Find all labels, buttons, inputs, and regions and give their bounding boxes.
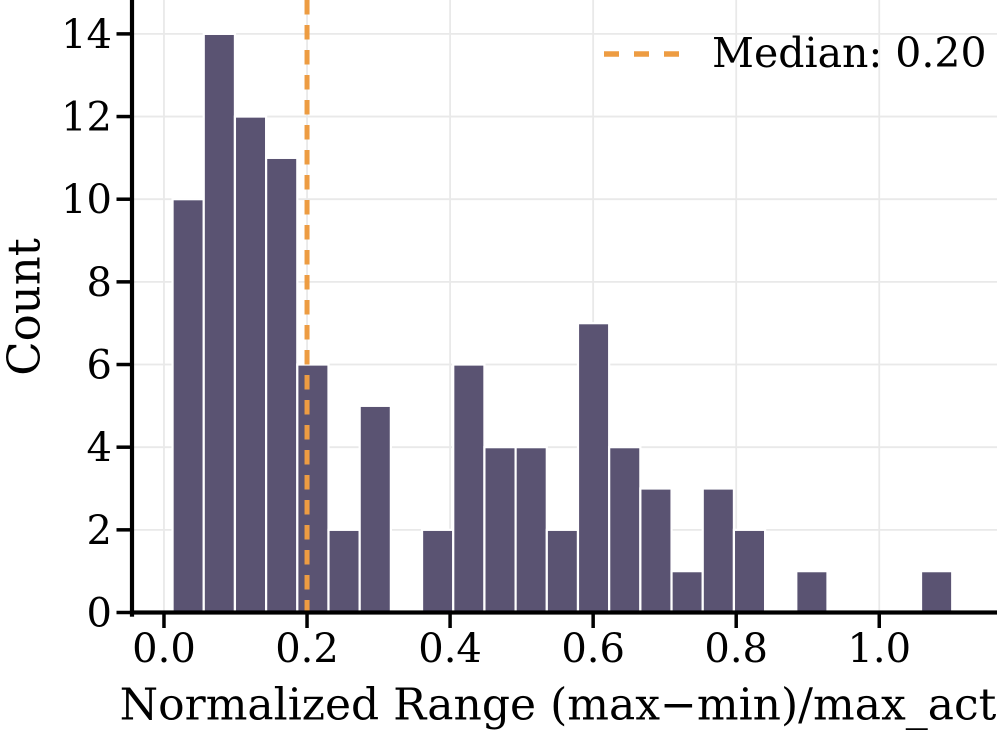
y-tick-label: 10: [61, 177, 112, 223]
histogram-bar: [483, 446, 517, 614]
histogram-bar: [670, 570, 704, 614]
y-axis-label: Count: [0, 238, 51, 376]
histogram-bar: [233, 115, 268, 614]
histogram-bar: [202, 32, 237, 614]
histogram-bar: [639, 487, 673, 614]
histogram-bar: [265, 156, 299, 614]
histogram-bar: [732, 528, 767, 614]
x-tick-label: 0.2: [275, 626, 339, 672]
histogram-bar: [171, 198, 205, 614]
y-tick-label: 4: [87, 425, 112, 471]
histogram-bar: [545, 528, 580, 614]
histogram-bar: [452, 363, 486, 614]
histogram-bar: [327, 528, 361, 614]
x-tick-label: 1.0: [847, 626, 911, 672]
histogram-bar: [296, 363, 330, 614]
y-axis-spine: [129, 0, 135, 617]
y-tick-label: 14: [61, 12, 112, 58]
legend-label: Median: 0.20: [712, 29, 987, 78]
x-tick-label: 0.4: [418, 626, 482, 672]
histogram-bar: [514, 446, 548, 614]
histogram-bar: [701, 487, 736, 614]
histogram-bar: [420, 528, 455, 614]
histogram-bar: [919, 570, 954, 614]
y-tick-label: 0: [87, 591, 112, 637]
histogram-bar: [795, 570, 829, 614]
y-tick-label: 8: [87, 260, 112, 306]
histogram-bar: [576, 322, 611, 614]
x-tick-label: 0.6: [561, 626, 625, 672]
x-tick-label: 0.0: [132, 626, 196, 672]
x-tick-label: 0.8: [704, 626, 768, 672]
x-axis-spine: [129, 610, 997, 615]
histogram-bar: [358, 404, 392, 614]
y-tick-label: 2: [87, 508, 112, 554]
y-tick-label: 12: [61, 95, 112, 141]
x-axis-label: Normalized Range (max−min)/max_act: [119, 679, 997, 731]
y-tick-label: 6: [87, 343, 112, 389]
histogram-bar: [608, 446, 642, 614]
